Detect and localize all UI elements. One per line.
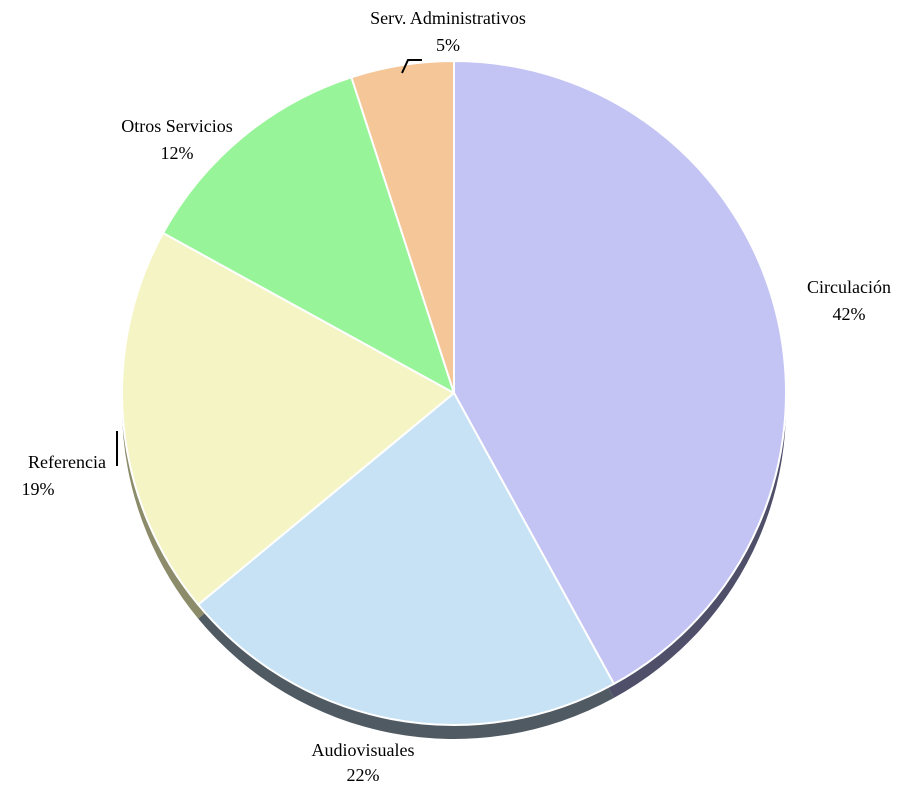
- leader-lines: [116, 59, 422, 466]
- slice-value-audiovisuales: 22%: [347, 765, 380, 785]
- slice-referencia: [121, 232, 455, 606]
- slice-label-group-referencia: Referencia 19%: [22, 452, 106, 499]
- slice-value-serv-administrativos: 5%: [436, 35, 460, 55]
- slice-label-group-circulacion: Circulación 42%: [807, 277, 891, 324]
- slice-serv-administrativos: [350, 60, 455, 394]
- slice-label-audiovisuales: Audiovisuales: [312, 740, 415, 760]
- slice-label-group-audiovisuales: Audiovisuales 22%: [312, 740, 415, 785]
- slice-value-otros-servicios: 12%: [161, 143, 194, 163]
- leader-line-serv-administrativos: [401, 59, 422, 74]
- slice-audiovisuales: [197, 392, 615, 726]
- pie-slices: [121, 60, 787, 726]
- slice-otros-servicios: [162, 76, 455, 394]
- slice-label-group-otros-servicios: Otros Servicios 12%: [121, 116, 233, 163]
- slice-circulacion: [453, 60, 787, 685]
- slice-value-referencia: 19%: [22, 479, 55, 499]
- slice-label-circulacion: Circulación: [807, 277, 891, 297]
- slice-label-otros-servicios: Otros Servicios: [121, 116, 233, 136]
- slice-label-referencia: Referencia: [28, 452, 106, 472]
- slice-value-circulacion: 42%: [833, 304, 866, 324]
- slice-label-serv-administrativos: Serv. Administrativos: [370, 8, 526, 28]
- slice-label-group-serv-administrativos: Serv. Administrativos 5%: [370, 8, 526, 55]
